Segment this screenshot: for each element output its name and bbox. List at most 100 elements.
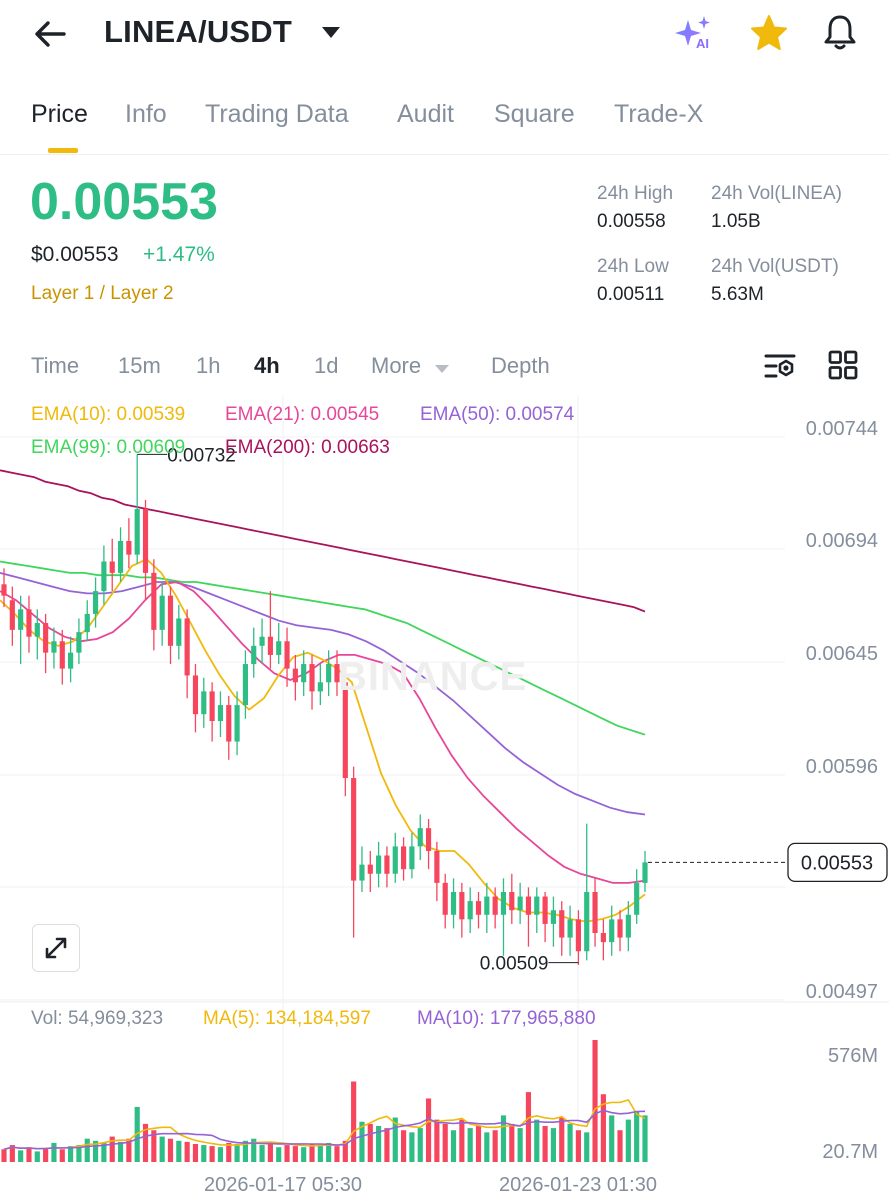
- candle-body: [467, 901, 473, 920]
- candle: [642, 850, 648, 892]
- volume-bar: [634, 1111, 640, 1162]
- candle: [92, 577, 99, 628]
- volume-bar: [359, 1121, 365, 1162]
- candle-body: [617, 919, 623, 938]
- vol-quote-label: 24h Vol(USDT): [711, 256, 839, 277]
- tab-square[interactable]: Square: [494, 100, 575, 128]
- candle-body: [351, 778, 357, 881]
- candle: [134, 454, 140, 564]
- tab-price[interactable]: Price: [31, 100, 88, 128]
- volume-bar: [242, 1140, 248, 1162]
- volume-bar: [442, 1123, 448, 1162]
- volume-axis-tick: 20.7M: [822, 1141, 878, 1163]
- candle-body: [242, 664, 248, 706]
- candle-body: [401, 846, 407, 870]
- volume-bar: [309, 1143, 315, 1162]
- candle-body: [201, 691, 207, 715]
- volume-bar: [425, 1098, 432, 1162]
- candle: [450, 878, 457, 929]
- candle: [384, 846, 390, 888]
- time-axis-tick: 2026-01-23 01:30: [499, 1174, 657, 1196]
- price-alert-button[interactable]: [818, 10, 862, 54]
- interval-1d[interactable]: 1d: [314, 353, 339, 378]
- candle: [176, 604, 182, 660]
- candle-body: [284, 641, 290, 669]
- candle-body: [450, 891, 457, 915]
- vol-quote-value: 5.63M: [711, 284, 764, 305]
- candle-body: [442, 882, 448, 915]
- favorite-button[interactable]: [748, 12, 790, 54]
- candle-body: [542, 896, 548, 924]
- volume-bar: [201, 1145, 207, 1162]
- ai-assistant-button[interactable]: AI: [674, 14, 718, 54]
- volume-bar: [126, 1138, 132, 1162]
- volume-bar: [76, 1145, 82, 1162]
- candle: [184, 609, 190, 699]
- volume-axis-tick: 576M: [828, 1045, 878, 1067]
- candle: [575, 910, 581, 965]
- candle-body: [525, 896, 532, 915]
- candle: [534, 887, 540, 934]
- volume-bar: [9, 1145, 15, 1162]
- price-axis-tick: 0.00497: [806, 981, 878, 1003]
- ema99-line: [0, 560, 646, 736]
- candle: [209, 682, 215, 742]
- volume-bar: [117, 1141, 124, 1162]
- candle-body: [434, 850, 440, 883]
- candle-body: [575, 919, 581, 952]
- last-price: 0.00553: [30, 173, 218, 231]
- candle: [242, 650, 248, 719]
- candle-body: [634, 882, 640, 915]
- caret-down-icon[interactable]: [320, 24, 342, 42]
- fullscreen-button[interactable]: [32, 924, 80, 972]
- candle: [109, 538, 115, 592]
- interval-4h[interactable]: 4h: [254, 353, 280, 378]
- tab-trade-x[interactable]: Trade-X: [614, 100, 704, 128]
- tab-trading-data[interactable]: Trading Data: [205, 100, 349, 128]
- candle-body: [384, 855, 390, 874]
- candle-body: [475, 901, 482, 915]
- volume-bar: [409, 1132, 415, 1162]
- volume-bar: [59, 1149, 65, 1162]
- interval-1h[interactable]: 1h: [196, 353, 221, 378]
- category-tags[interactable]: Layer 1 / Layer 2: [31, 283, 174, 304]
- volume-bar: [234, 1143, 240, 1162]
- candle: [600, 919, 606, 961]
- candle-body: [176, 618, 182, 646]
- candle-body: [51, 641, 57, 653]
- price-axis-tick: 0.00596: [806, 756, 878, 778]
- volume-bar: [609, 1115, 615, 1162]
- candle-body: [134, 509, 140, 555]
- candle: [51, 627, 57, 669]
- candle-body: [584, 891, 590, 952]
- chart-settings-button[interactable]: [762, 348, 798, 384]
- volume-bar: [68, 1146, 74, 1162]
- candle-body: [301, 664, 307, 683]
- price-chart[interactable]: 0.00744 0.00694 0.00645 0.00596 0.00497 0.007…: [0, 395, 889, 1200]
- interval-time[interactable]: Time: [31, 353, 80, 378]
- tab-audit[interactable]: Audit: [397, 100, 454, 128]
- depth-tab[interactable]: Depth: [491, 353, 550, 378]
- volume-bar: [625, 1119, 631, 1162]
- interval-more[interactable]: More: [371, 353, 422, 378]
- vol-base-label: 24h Vol(LINEA): [711, 183, 842, 204]
- back-button[interactable]: [28, 12, 72, 56]
- candle-body: [1, 584, 7, 596]
- pair-title[interactable]: LINEA/USDT: [104, 14, 292, 49]
- last-price-box: [787, 842, 888, 883]
- candle-body: [209, 691, 215, 722]
- caret-down-icon[interactable]: [434, 362, 450, 374]
- volume-bar: [434, 1119, 440, 1162]
- interval-15m[interactable]: 15m: [118, 353, 161, 378]
- candle: [267, 591, 273, 669]
- section-tabs: Price Info Trading Data Audit Square Tra…: [0, 92, 889, 155]
- candle: [376, 841, 382, 888]
- volume-bar: [392, 1117, 398, 1162]
- volume-bar: [276, 1147, 282, 1162]
- tab-info[interactable]: Info: [125, 100, 167, 128]
- candle-body: [642, 862, 648, 883]
- candle-body: [484, 896, 490, 915]
- layout-button[interactable]: [826, 348, 860, 382]
- volume-bar: [559, 1117, 565, 1162]
- candle-body: [26, 609, 32, 637]
